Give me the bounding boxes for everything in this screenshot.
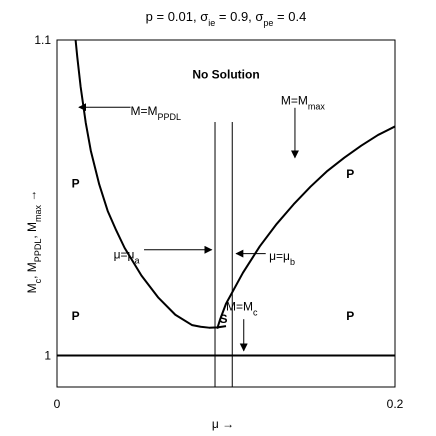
region-label-3: S — [219, 312, 227, 326]
chart-title: p = 0.01, σie = 0.9, σpe = 0.4 — [146, 9, 307, 28]
region-label-4: P — [346, 167, 354, 181]
region-label-5: P — [346, 309, 354, 323]
y-tick-label-1: 1.1 — [34, 33, 51, 47]
y-axis-label: Mc, MPPDL, Mmax → — [25, 190, 43, 294]
axis-ticks: 0 0.2 1 1.1 — [34, 33, 403, 411]
series-m-ppdl-curve — [74, 39, 227, 329]
plot-area-frame — [56, 39, 396, 388]
ann-mub-label: μ=μb — [269, 249, 295, 267]
x-tick-label-1: 0.2 — [387, 397, 404, 411]
region-label-2: P — [72, 309, 80, 323]
region-labels: No Solution P P S P P — [72, 68, 355, 326]
ann-max-label: M=Mmax — [281, 94, 326, 112]
ann-mc-label: M=Mc — [226, 300, 258, 318]
series-m-max-curve — [216, 125, 396, 329]
x-axis-label: μ → — [212, 417, 234, 431]
ann-ppdl-label: M=MPPDL — [131, 104, 182, 122]
vertical-lines — [214, 122, 233, 387]
x-tick-label-0: 0 — [54, 397, 61, 411]
region-label-0: No Solution — [192, 68, 259, 82]
region-label-1: P — [72, 177, 80, 191]
ann-mua-label: μ=μa — [114, 248, 140, 266]
y-tick-label-0: 1 — [44, 348, 51, 362]
annotations: M=MPPDL M=Mmax μ=μa μ=μb M=Mc — [78, 94, 326, 352]
